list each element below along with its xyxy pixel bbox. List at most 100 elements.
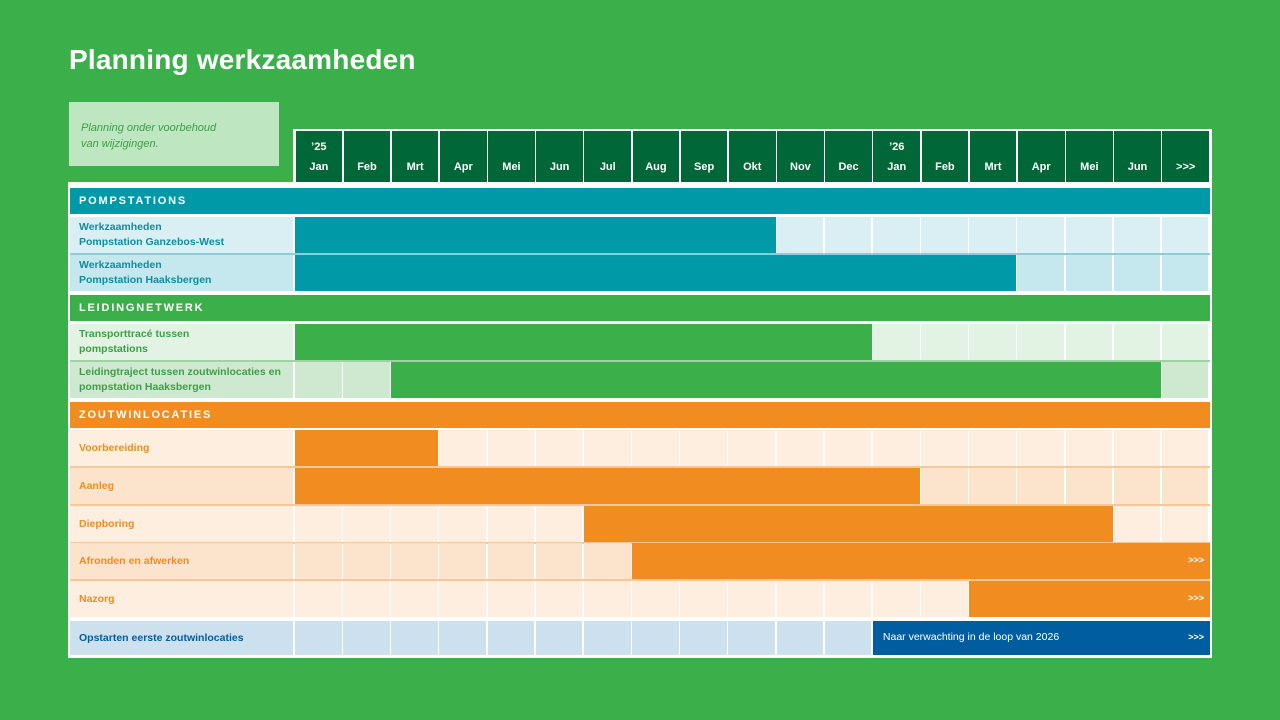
month-header-cell: Dec: [825, 131, 872, 182]
grid-cell: [1161, 506, 1209, 542]
month-header-cell: Jun: [1114, 131, 1161, 182]
task-bar: [295, 255, 1017, 291]
month-label: Jul: [599, 161, 616, 173]
grid-cell: [632, 621, 679, 655]
grid-cell: [391, 581, 438, 617]
grid-cell: [583, 621, 631, 655]
month-header-cell: Feb: [343, 131, 391, 182]
grid-cell: [872, 430, 920, 466]
grid-cell: [1065, 324, 1113, 360]
month-label: Mrt: [984, 161, 1002, 173]
grid-cell: [776, 621, 824, 655]
grid-cell: [391, 621, 438, 655]
month-label: Aug: [645, 161, 667, 173]
grid-cell: [1065, 430, 1113, 466]
month-label: Apr: [453, 161, 473, 173]
task-bar: [295, 430, 439, 466]
row-divider: [70, 253, 1210, 255]
grid-cell: [1065, 468, 1113, 504]
grid-cell: [1161, 217, 1209, 253]
grid-cell: [824, 430, 872, 466]
grid-cell: [295, 543, 342, 579]
grid-cell: [776, 430, 824, 466]
grid-cell: [487, 621, 535, 655]
grid-cell: [1161, 362, 1209, 398]
continue-marker: >>>: [1188, 632, 1204, 642]
month-header-cell: Apr: [1017, 131, 1065, 182]
continue-marker: >>>: [1188, 593, 1204, 603]
task-label: Werkzaamheden Pompstation Ganzebos-West: [70, 217, 293, 253]
grid-cell: [1113, 430, 1161, 466]
grid-cell: [921, 324, 968, 360]
grid-cell: [439, 621, 487, 655]
month-header-cell: Mrt: [969, 131, 1017, 182]
grid-cell: [728, 621, 776, 655]
grid-cell: [776, 581, 824, 617]
grid-cell: [969, 468, 1016, 504]
milestone-bar: Naar verwachting in de loop van 2026 >>>: [872, 621, 1210, 655]
month-label: Okt: [743, 161, 762, 173]
grid-cell: [487, 543, 535, 579]
grid-cell: [1017, 255, 1065, 291]
grid-cell: [1017, 430, 1065, 466]
row-divider: [70, 360, 1210, 362]
grid-cell: [343, 362, 390, 398]
grid-cell: [824, 621, 872, 655]
month-label: Dec: [838, 161, 859, 173]
month-header-cell: Okt: [728, 131, 776, 182]
grid-cell: [1113, 468, 1161, 504]
task-label: Diepboring: [70, 506, 293, 542]
month-header-cell: Nov: [777, 131, 824, 182]
grid-cell: [1161, 468, 1209, 504]
continue-marker: >>>: [1188, 555, 1204, 565]
grid-cell: [439, 506, 487, 542]
page-title: Planning werkzaamheden: [69, 44, 416, 75]
grid-cell: [487, 581, 535, 617]
section-header: LEIDINGNETWERK: [70, 295, 1210, 321]
grid-cell: [728, 581, 776, 617]
month-header-cell: Jul: [584, 131, 632, 182]
grid-cell: [487, 506, 535, 542]
month-label: Mei: [1080, 161, 1099, 173]
grid-cell: [921, 581, 968, 617]
section-header: POMPSTATIONS: [70, 188, 1210, 214]
grid-cell: [921, 468, 968, 504]
grid-cell: [583, 430, 631, 466]
grid-cell: [535, 506, 583, 542]
grid-cell: [969, 430, 1016, 466]
grid-cell: [343, 506, 390, 542]
month-header-cell: Apr: [439, 131, 487, 182]
month-label: Nov: [790, 161, 811, 173]
gantt-board: POMPSTATIONS Werkzaamheden Pompstation Ga…: [68, 182, 1212, 658]
grid-cell: [1161, 255, 1209, 291]
milestone-label: Opstarten eerste zoutwinlocaties: [70, 621, 293, 655]
grid-cell: [343, 581, 390, 617]
grid-cell: [1113, 506, 1161, 542]
month-label: Feb: [357, 161, 377, 173]
month-header-cell: Mrt: [391, 131, 439, 182]
month-label: Jun: [549, 161, 570, 173]
grid-cell: [969, 324, 1016, 360]
grid-cell: [295, 621, 342, 655]
grid-cell: [535, 430, 583, 466]
month-label: Mrt: [406, 161, 424, 173]
task-bar: [391, 362, 1161, 398]
row-divider: [70, 579, 1210, 581]
grid-cell: [824, 217, 872, 253]
note-line-2: van wijzigingen.: [81, 138, 159, 150]
grid-cell: [1065, 217, 1113, 253]
grid-cell: [824, 581, 872, 617]
month-label: Apr: [1031, 161, 1051, 173]
task-bar: >>>: [969, 581, 1210, 617]
task-bar: [583, 506, 1113, 542]
task-label: Aanleg: [70, 468, 293, 504]
grid-cell: [632, 430, 679, 466]
task-label: Voorbereiding: [70, 430, 293, 466]
month-header-cell: Sep: [680, 131, 728, 182]
month-label: Feb: [935, 161, 955, 173]
year-label: ’26: [889, 141, 905, 153]
grid-cell: [1161, 324, 1209, 360]
month-header-cell: Mei: [1066, 131, 1113, 182]
grid-cell: [1065, 255, 1113, 291]
grid-cell: [969, 217, 1016, 253]
